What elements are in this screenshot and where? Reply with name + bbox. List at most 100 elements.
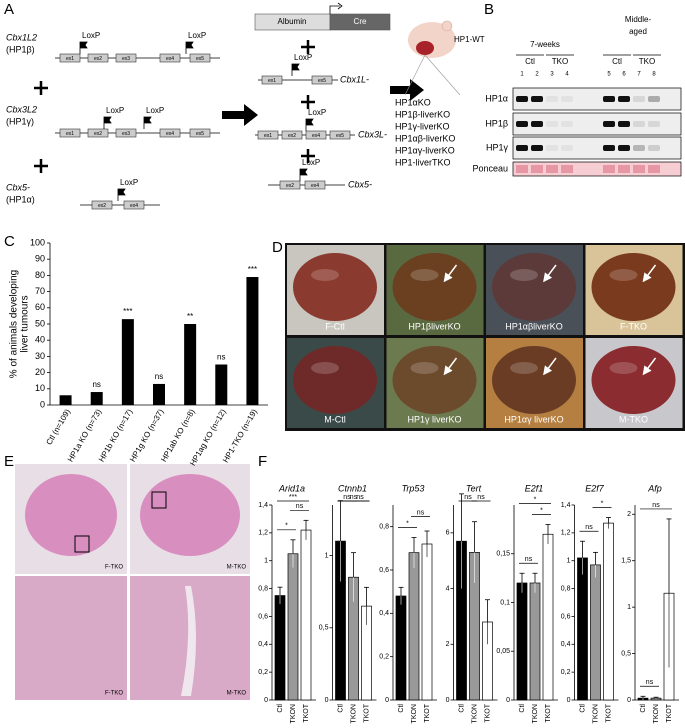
liver-shine	[510, 269, 538, 281]
y-tick-label: 6	[446, 530, 450, 537]
liver-shine	[311, 269, 339, 281]
y-tick-label: 50	[35, 318, 45, 328]
chart-title: Ctnnb1	[338, 483, 367, 493]
loxp-label: LoxP	[308, 108, 326, 117]
band	[516, 165, 528, 173]
arrow	[443, 357, 458, 376]
exon	[91, 200, 113, 210]
albumin-label: Albumin	[278, 17, 307, 26]
y-axis-label: liver tumours	[20, 295, 31, 352]
significance: ns	[350, 494, 358, 501]
chart-title: Trp53	[402, 483, 425, 493]
group-label: Ctl	[525, 57, 535, 66]
big-arrows	[222, 79, 424, 126]
y-tick-label: 30	[35, 351, 45, 361]
band	[546, 165, 558, 173]
y-tick-label: 0	[627, 697, 631, 704]
group-label: TKO	[552, 57, 568, 66]
mutant-label: HP1γ-liverKO	[395, 121, 450, 131]
histology-label: M-TKO	[227, 691, 247, 697]
y-tick-label: 1,5	[621, 558, 631, 565]
y-tick-label: 60	[35, 302, 45, 312]
loxp-label: LoxP	[188, 31, 206, 40]
exon	[281, 130, 303, 140]
panel-label: F	[258, 453, 267, 470]
exon-label: ex1	[268, 78, 276, 84]
loxp-label: LoxP	[302, 158, 320, 167]
liver	[293, 253, 377, 321]
x-tick-label: TKON	[350, 704, 357, 723]
bar	[287, 553, 299, 701]
exon	[87, 128, 109, 138]
group-label: TKO	[639, 57, 655, 66]
photo-label: HP1γ liverKO	[407, 414, 461, 424]
significance: ns	[417, 509, 425, 516]
band	[648, 165, 660, 173]
exon	[311, 75, 333, 85]
liver	[293, 346, 377, 414]
bar	[603, 522, 614, 701]
histology-image	[15, 576, 127, 700]
band	[516, 121, 528, 127]
exon-label: ex1	[66, 131, 74, 137]
arrow	[642, 357, 657, 376]
albumin-cre	[254, 2, 391, 31]
exon-label: ex5	[196, 131, 204, 137]
photo-label: M-Ctl	[324, 414, 346, 424]
exon	[159, 128, 181, 138]
exon-label: ex5	[196, 56, 204, 62]
exon-label: ex2	[98, 203, 106, 209]
band	[648, 145, 660, 151]
exon-label: ex4	[166, 131, 174, 137]
band	[603, 96, 615, 102]
y-tick-label: 0	[325, 697, 329, 704]
band	[516, 96, 528, 102]
y-tick-label: 1	[264, 558, 268, 565]
y-tick-label: 0,5	[319, 625, 329, 632]
significance: ns	[296, 503, 304, 510]
bar	[90, 392, 103, 405]
panel-label: D	[272, 239, 283, 256]
y-tick-label: 0,6	[379, 567, 389, 574]
band	[546, 145, 558, 151]
band	[561, 121, 573, 127]
y-tick-label: 10	[35, 383, 45, 393]
y-tick-label: 0,2	[561, 669, 571, 676]
exon	[123, 200, 145, 210]
bar	[577, 557, 588, 701]
arrow	[642, 264, 657, 283]
significance: ns	[585, 524, 593, 531]
y-tick-label: 0	[264, 697, 268, 704]
y-tick-label: 0,6	[258, 613, 268, 620]
y-tick-label: 0,6	[561, 613, 571, 620]
x-tick-label: TKON	[411, 704, 418, 723]
bar	[215, 364, 228, 405]
bar	[590, 564, 601, 701]
band	[633, 121, 645, 127]
x-tick-label: Ctl	[398, 704, 405, 713]
y-tick-label: 90	[35, 254, 45, 264]
lane-label: 1	[520, 72, 524, 78]
gene-sub: (HP1β)	[6, 44, 35, 54]
vessel	[181, 586, 196, 696]
significance: ***	[123, 307, 132, 316]
liver	[492, 253, 576, 321]
significance: ns	[646, 679, 654, 686]
mutant-label: HP1-liverTKO	[395, 157, 451, 167]
band	[633, 145, 645, 151]
y-tick-label: 0,2	[379, 654, 389, 661]
blot-box	[512, 136, 682, 160]
significance: ns	[343, 494, 351, 501]
significance: *	[285, 523, 288, 530]
liver	[591, 253, 676, 321]
loxp-label: LoxP	[82, 31, 100, 40]
bar	[529, 582, 541, 701]
significance: *	[601, 500, 604, 507]
exon-label: ex4	[166, 56, 174, 62]
liver-shine	[311, 362, 339, 374]
y-tick-label: 0	[40, 399, 45, 409]
bar	[274, 595, 286, 701]
band	[633, 165, 645, 173]
loxp-label: LoxP	[106, 106, 124, 115]
